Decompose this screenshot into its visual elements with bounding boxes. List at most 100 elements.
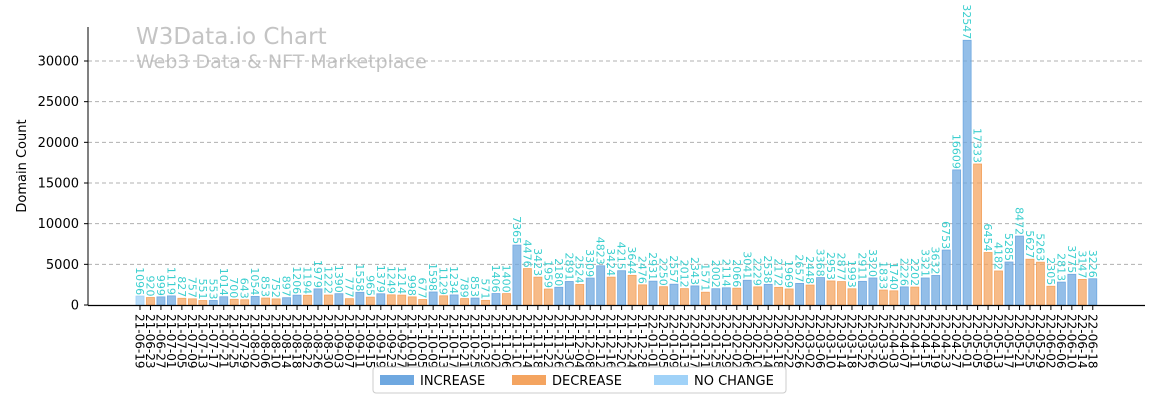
bar <box>261 297 271 306</box>
bar <box>805 284 815 306</box>
x-tick-label: 21-07-17 <box>206 314 220 368</box>
bar <box>208 300 218 306</box>
x-tick-label: 21-07-05 <box>174 314 188 368</box>
bar <box>627 274 637 306</box>
x-tick-label: 21-12-16 <box>604 314 618 368</box>
bar <box>973 163 982 306</box>
x-tick-label: 22-06-18 <box>1085 314 1099 368</box>
x-tick-label: 22-01-09 <box>666 314 680 368</box>
bar <box>1036 261 1045 306</box>
legend-box <box>372 366 787 394</box>
bar <box>344 298 354 306</box>
bar <box>1004 261 1014 306</box>
x-tick-label: 21-08-14 <box>279 314 293 368</box>
bar <box>606 276 616 306</box>
x-tick-label: 22-01-25 <box>708 314 722 368</box>
bar-value-label: 5263 <box>1033 233 1046 261</box>
legend-swatch <box>380 375 414 385</box>
bar <box>795 282 805 306</box>
bar <box>941 249 951 306</box>
bar-value-label: 853 <box>259 276 272 297</box>
bar <box>397 294 407 306</box>
bar-value-label: 1993 <box>845 260 858 288</box>
x-tick-label: 21-08-26 <box>310 314 324 368</box>
bar-value-label: 2891 <box>562 252 575 280</box>
x-tick-label: 22-04-07 <box>897 314 911 368</box>
legend-label: INCREASE <box>420 374 485 389</box>
bar-value-label: 757 <box>185 277 198 298</box>
bar-value-label: 4182 <box>992 242 1005 270</box>
x-tick-label: 21-10-09 <box>426 314 440 368</box>
x-tick-label: 22-06-14 <box>1075 314 1089 368</box>
x-tick-label: 21-12-08 <box>583 314 597 368</box>
bar-value-label: 8472 <box>1012 207 1025 235</box>
x-tick-label: 21-09-11 <box>352 314 366 368</box>
bar <box>711 288 721 306</box>
x-tick-label: 22-06-10 <box>1064 314 1078 368</box>
bar-value-label: 2250 <box>657 258 670 286</box>
bar <box>229 298 239 306</box>
bar-value-label: 2226 <box>897 258 910 286</box>
x-tick-label: 21-12-04 <box>572 314 586 368</box>
bar-value-label: 1234 <box>447 266 460 294</box>
bar <box>931 275 941 306</box>
y-tick-label: 0 <box>71 299 79 314</box>
bar <box>1025 258 1035 306</box>
bar <box>920 277 930 306</box>
x-tick-label: 22-02-10 <box>750 314 764 368</box>
bar <box>167 295 176 306</box>
bar <box>669 283 679 306</box>
bar-value-label: 3041 <box>740 251 753 279</box>
bar <box>292 294 302 306</box>
bar <box>847 288 857 306</box>
bar-value-label: 1740 <box>887 262 900 290</box>
x-tick-label: 21-09-19 <box>373 314 387 368</box>
bar <box>774 286 784 306</box>
x-tick-label: 22-03-18 <box>844 314 858 368</box>
x-tick-label: 22-05-17 <box>1002 314 1016 368</box>
bar <box>491 293 501 306</box>
bar-value-label: 2953 <box>824 252 837 280</box>
bar <box>837 281 846 306</box>
bar-value-label: 2114 <box>719 259 732 287</box>
bar <box>324 294 333 306</box>
x-tick-label: 21-08-30 <box>321 314 335 368</box>
bar <box>470 297 480 306</box>
bar-value-label: 2557 <box>667 255 680 283</box>
bar-value-label: 17333 <box>971 128 984 163</box>
bar-value-label: 3644 <box>625 246 638 274</box>
x-tick-label: 22-04-03 <box>886 314 900 368</box>
y-axis-ticks: 0 5000 10000 15000 20000 25000 30000 <box>38 55 88 314</box>
x-tick-label: 21-07-29 <box>237 314 251 368</box>
x-tick-label: 21-07-13 <box>195 314 209 368</box>
legend-label: DECREASE <box>552 374 622 389</box>
bar <box>638 284 647 306</box>
bar <box>376 293 386 306</box>
bar-value-label: 3309 <box>583 249 596 277</box>
x-tick-label: 21-07-01 <box>164 314 178 368</box>
x-tick-label: 22-03-02 <box>803 314 817 368</box>
x-tick-label: 21-10-13 <box>436 314 450 368</box>
gridlines <box>88 60 1145 265</box>
bar-value-label: 1959 <box>541 260 554 288</box>
bar-value-label: 5285 <box>1002 233 1015 261</box>
bar <box>1067 273 1077 306</box>
x-tick-label: 21-09-03 <box>331 314 345 368</box>
bar-value-label: 2343 <box>688 257 701 285</box>
bar-value-label: 2476 <box>636 256 649 284</box>
x-tick-label: 22-03-30 <box>876 314 890 368</box>
x-tick-label: 22-01-05 <box>656 314 670 368</box>
x-tick-label: 21-06-19 <box>133 314 147 368</box>
x-tick-label: 22-01-29 <box>719 314 733 368</box>
x-tick-label: 21-08-22 <box>300 314 314 368</box>
y-tick-label: 10000 <box>38 217 79 232</box>
x-tick-label: 21-09-07 <box>342 314 356 368</box>
x-tick-label: 21-08-06 <box>258 314 272 368</box>
bar <box>617 270 627 306</box>
bar-value-label: 6454 <box>981 224 994 252</box>
x-tick-label: 22-01-17 <box>687 314 701 368</box>
bar-value-label: 2931 <box>646 252 659 280</box>
x-tick-label: 21-10-17 <box>447 314 461 368</box>
bar-value-label: 1979 <box>311 260 324 288</box>
bar <box>418 299 428 306</box>
